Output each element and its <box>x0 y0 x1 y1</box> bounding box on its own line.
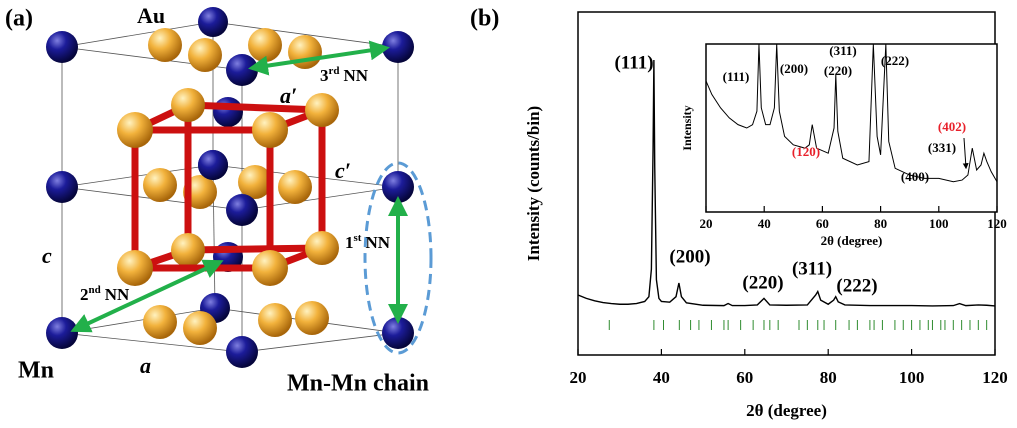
x-tick-label: 80 <box>874 216 887 231</box>
au-atom <box>117 112 153 148</box>
nn-order: 2 <box>80 285 89 304</box>
peak-label: (111) <box>614 52 653 73</box>
xrd-curve <box>577 60 996 307</box>
mn-atom <box>226 336 258 368</box>
peak-label: (311) <box>792 258 832 279</box>
mn-atom <box>198 150 228 180</box>
bond <box>187 244 323 254</box>
nn-label: 1st NN <box>345 232 391 252</box>
x-tick-label: 100 <box>929 216 949 231</box>
mn-atom <box>46 317 78 349</box>
chain-outline <box>363 161 433 355</box>
peak-label: (400) <box>901 169 929 184</box>
au-atom <box>252 250 288 286</box>
x-tick-label: 120 <box>982 368 1008 387</box>
x-tick-label: 60 <box>816 216 829 231</box>
au-atom <box>117 250 153 286</box>
y-axis-label: Intensity <box>680 105 694 150</box>
peak-label: (311) <box>829 43 856 58</box>
au-atom <box>171 88 205 122</box>
au-atom <box>258 303 292 337</box>
mn-atom <box>213 97 243 127</box>
xrd-chart: (b) 20 40 60 80 100 120 2θ (degree) Intensity (c… <box>470 6 1008 420</box>
mn-atom <box>46 171 78 203</box>
nn-order: 1 <box>345 233 354 252</box>
au-atom <box>295 301 329 335</box>
y-axis-label: Intensity (counts/bin) <box>524 106 543 261</box>
peak-label: (120) <box>792 144 820 159</box>
nn-text: NN <box>365 233 390 252</box>
structure-label: a <box>140 353 151 378</box>
x-tick-label: 60 <box>736 368 753 387</box>
structure-label: a′ <box>280 83 297 108</box>
peak-label: (402) <box>938 119 966 134</box>
au-atom <box>148 28 182 62</box>
nn-order: 3 <box>320 66 329 85</box>
nn-arrow <box>70 259 224 333</box>
au-atom <box>305 93 339 127</box>
mn-atom <box>198 7 228 37</box>
au-atom <box>305 231 339 265</box>
au-atom <box>288 35 322 69</box>
structure-label: (a) <box>5 6 33 32</box>
structure-label: Au <box>137 3 165 28</box>
au-atom <box>171 233 205 267</box>
structure-label: c <box>42 243 52 268</box>
au-atom <box>183 311 217 345</box>
x-tick-label: 20 <box>570 368 587 387</box>
peak-label: (222) <box>881 53 909 68</box>
au-atom <box>278 170 312 204</box>
mn-atom <box>227 195 257 225</box>
peak-label: (200) <box>780 61 808 76</box>
mn-atom <box>226 54 258 86</box>
nn-suffix: nd <box>89 284 101 296</box>
x-tick-label: 20 <box>700 216 713 231</box>
mn-atom <box>382 31 414 63</box>
nn-suffix: st <box>354 232 362 244</box>
peak-label: (200) <box>669 246 710 267</box>
annotation-arrow <box>962 137 969 170</box>
mn-atom <box>382 171 414 203</box>
peak-label: (111) <box>723 69 750 84</box>
panel-tag: (b) <box>470 6 499 32</box>
x-tick-label: 40 <box>653 368 670 387</box>
bond <box>187 101 323 114</box>
structure-label: Mn <box>18 358 54 384</box>
peak-label: (220) <box>824 63 852 78</box>
nn-arrow <box>248 40 390 76</box>
cell-edge <box>61 332 243 353</box>
nn-label: 3rd NN <box>320 65 369 85</box>
au-atom <box>143 168 177 202</box>
au-atom <box>248 28 282 62</box>
plot-frame <box>705 43 998 213</box>
cell-edge <box>61 21 214 48</box>
mn-atom <box>46 31 78 63</box>
nn-text: NN <box>105 285 130 304</box>
peak-label: (222) <box>836 275 877 296</box>
cell-edge <box>241 332 399 353</box>
x-tick-label: 40 <box>758 216 771 231</box>
nn-suffix: rd <box>329 65 340 77</box>
structure-label: Mn-Mn chain <box>287 371 429 397</box>
mn-atom <box>382 317 414 349</box>
nn-text: NN <box>344 66 369 85</box>
nn-label: 2nd NN <box>80 284 130 304</box>
peak-label: (220) <box>742 272 783 293</box>
inset-background <box>706 44 997 212</box>
x-tick-label: 100 <box>899 368 925 387</box>
xrd-curve <box>705 43 998 183</box>
peak-label: (331) <box>928 140 956 155</box>
x-axis-label: 2θ (degree) <box>821 233 883 248</box>
au-atom <box>252 112 288 148</box>
au-atom <box>188 38 222 72</box>
x-tick-label: 120 <box>987 216 1007 231</box>
x-axis-label: 2θ (degree) <box>746 401 827 420</box>
x-tick-label: 80 <box>820 368 837 387</box>
structure-label: c′ <box>335 158 351 183</box>
au-atom <box>143 305 177 339</box>
au-atom <box>238 165 272 199</box>
